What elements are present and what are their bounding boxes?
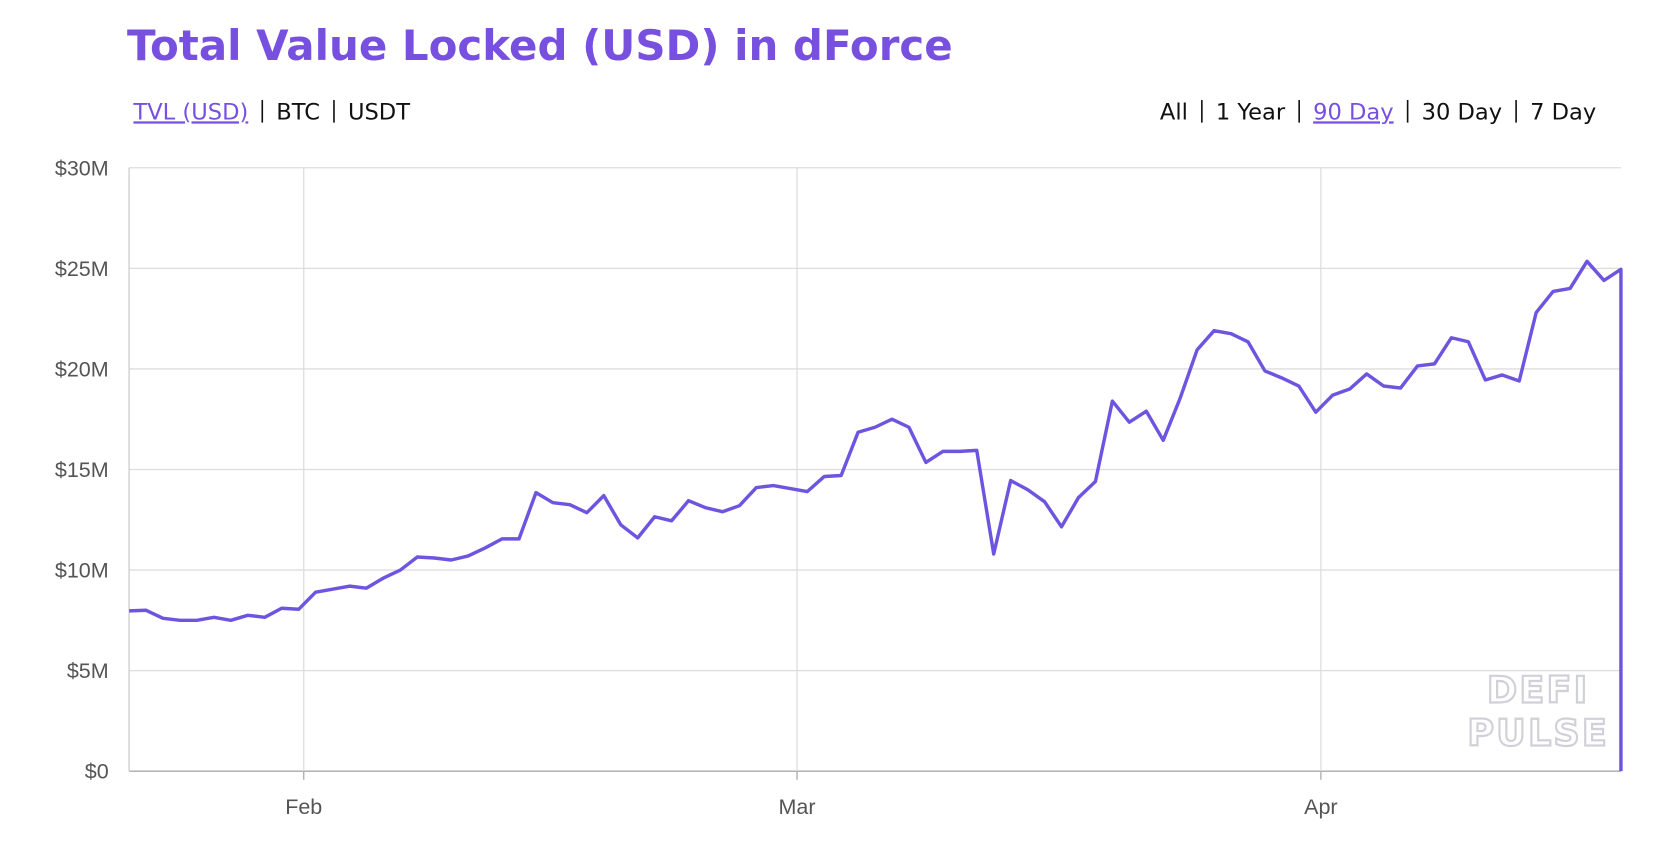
range-tab[interactable]: 30 Day [1422, 99, 1503, 125]
range-tab[interactable]: 7 Day [1530, 99, 1596, 125]
y-tick-label: $30M [55, 156, 109, 180]
metric-tab[interactable]: BTC [276, 99, 320, 125]
chart-title: Total Value Locked (USD) in dForce [127, 21, 953, 70]
tvl-line [129, 259, 1623, 772]
y-tick-label: $20M [55, 357, 109, 381]
x-tick-label: Feb [285, 795, 322, 819]
range-tab[interactable]: All [1160, 99, 1188, 125]
y-tick-label: $25M [55, 257, 109, 281]
range-tab[interactable]: 1 Year [1216, 99, 1286, 125]
x-tick-label: Mar [779, 795, 816, 819]
watermark: PULSE [1467, 711, 1609, 754]
metric-tab[interactable]: TVL (USD) [132, 99, 248, 125]
y-tick-label: $5M [67, 659, 109, 683]
y-tick-label: $15M [55, 458, 109, 482]
watermark: DEFI [1487, 668, 1589, 711]
y-tick-label: $0 [85, 760, 109, 784]
metric-tab[interactable]: USDT [348, 99, 410, 125]
x-tick-label: Apr [1304, 795, 1337, 819]
y-tick-label: $10M [55, 559, 109, 583]
range-tab[interactable]: 90 Day [1313, 99, 1394, 125]
